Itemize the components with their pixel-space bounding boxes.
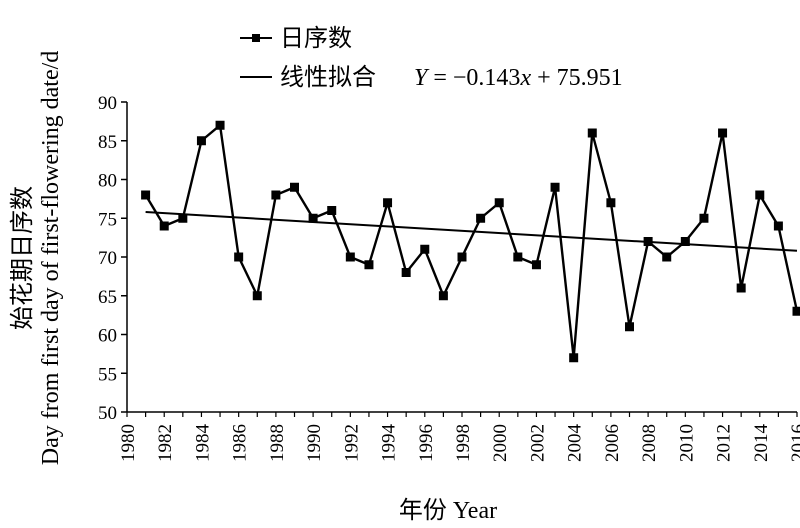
x-tick-label: 2014 <box>751 424 772 463</box>
data-point <box>159 221 169 231</box>
data-series <box>141 120 800 363</box>
y-axis-label-en: Day from first day of first-flowering da… <box>38 51 64 466</box>
y-tick-label: 55 <box>98 364 117 385</box>
x-tick-label: 1990 <box>304 424 325 462</box>
data-point <box>476 213 486 223</box>
x-tick-label: 2000 <box>490 424 511 462</box>
x-tick-label: 1984 <box>192 424 213 463</box>
data-point <box>327 206 337 215</box>
data-point <box>252 291 262 301</box>
data-point <box>643 237 653 246</box>
x-tick-label: 1988 <box>267 424 288 462</box>
data-point <box>364 260 374 270</box>
x-tick-label: 2002 <box>527 424 548 462</box>
x-axis-label: 年份 Year <box>399 497 497 524</box>
data-point <box>736 283 746 293</box>
data-point <box>345 252 355 262</box>
x-tick-labels: 1980 1982 1984 1986 1988 1990 1992 1994 1996 1998… <box>118 424 800 463</box>
legend: 日序数 线性拟合 Y = −0.143x + 75.951 <box>240 25 623 91</box>
data-point <box>308 213 318 223</box>
y-axis-label-cn: 始花期日序数 <box>9 186 36 330</box>
data-point <box>773 221 783 231</box>
data-point <box>718 128 728 138</box>
data-point <box>438 291 448 301</box>
y-tick-label: 65 <box>98 287 117 308</box>
data-point <box>196 136 206 146</box>
data-point <box>290 182 299 192</box>
data-point <box>457 252 467 262</box>
data-point <box>141 190 151 200</box>
x-tick-label: 2012 <box>714 424 735 462</box>
data-point <box>662 252 672 262</box>
legend-series-label: 日序数 <box>280 25 352 52</box>
data-point <box>383 198 393 208</box>
x-tick-label: 1996 <box>416 424 437 462</box>
data-point <box>513 252 523 262</box>
trend-line <box>145 210 798 252</box>
data-point <box>755 190 765 200</box>
data-point <box>401 268 411 277</box>
x-tick-label: 2010 <box>676 424 697 462</box>
data-point <box>234 252 244 262</box>
x-tick-label: 1986 <box>230 424 251 462</box>
x-tick-label: 1998 <box>453 424 474 462</box>
x-tick-label: 2016 <box>788 424 800 462</box>
x-tick-label: 1980 <box>118 424 139 462</box>
y-tick-label: 70 <box>98 248 117 269</box>
x-tick-label: 1982 <box>155 424 176 462</box>
y-tick-label: 90 <box>98 93 117 114</box>
y-tick-labels: 50 55 60 65 70 75 80 85 90 <box>98 93 117 424</box>
data-point <box>587 128 597 138</box>
legend-series-marker <box>252 34 260 42</box>
data-point <box>494 198 504 208</box>
data-point <box>178 213 188 223</box>
y-tick-label: 80 <box>98 171 117 192</box>
data-point <box>680 237 690 246</box>
data-point <box>550 182 560 192</box>
data-point <box>420 244 430 254</box>
legend-trend-equation: Y = −0.143x + 75.951 <box>414 65 623 91</box>
y-tick-label: 85 <box>98 132 117 153</box>
data-point <box>625 322 634 332</box>
x-tick-label: 1992 <box>341 424 362 462</box>
y-tick-label: 60 <box>98 326 117 347</box>
x-tick-label: 2004 <box>565 424 586 463</box>
data-point <box>215 120 225 130</box>
data-point <box>569 353 579 363</box>
data-point <box>792 306 800 316</box>
x-tick-label: 1994 <box>379 424 400 463</box>
trendline <box>145 210 798 252</box>
data-point <box>271 190 281 200</box>
data-point <box>531 260 541 270</box>
series-line <box>144 124 799 359</box>
y-tick-label: 50 <box>98 403 117 424</box>
legend-trend-label: 线性拟合 <box>280 64 376 91</box>
x-tick-label: 2006 <box>602 424 623 462</box>
x-tick-label: 2008 <box>639 424 660 462</box>
data-point <box>606 198 616 208</box>
axes <box>121 101 798 417</box>
data-point <box>699 213 709 223</box>
y-tick-label: 75 <box>98 209 117 230</box>
